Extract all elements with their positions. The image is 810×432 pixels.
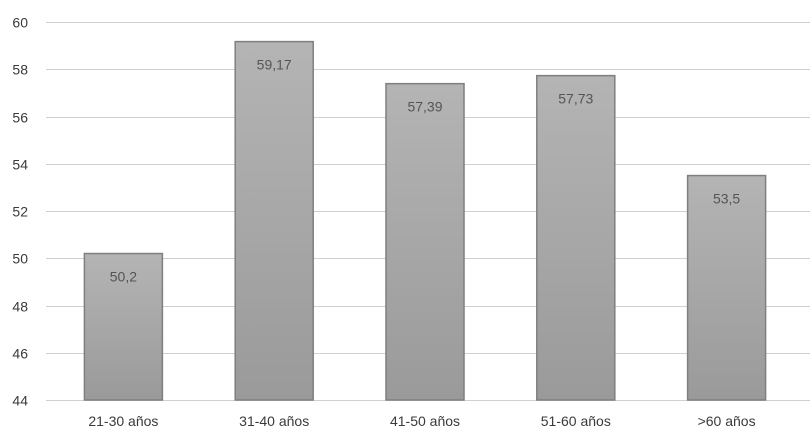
y-tick-label: 48 [12,299,28,315]
x-category-label-2: 41-50 años [390,413,460,429]
y-tick-label: 58 [12,62,28,78]
y-tick-label: 44 [12,393,28,409]
bars [83,40,767,401]
y-tick-label: 52 [12,204,28,220]
x-category-label-4: >60 años [698,413,756,429]
data-label-4: 53,5 [713,191,740,207]
data-label-0: 50,2 [110,269,137,285]
data-label-1: 59,17 [257,57,292,73]
data-labels: 50,2 59,17 57,39 57,73 53,5 [110,57,741,285]
bar-2 [385,82,465,401]
data-label-2: 57,39 [407,99,442,115]
y-axis-ticks: 44 46 48 50 52 54 56 58 60 [12,15,28,409]
x-category-label-1: 31-40 años [239,413,309,429]
y-tick-label: 46 [12,346,28,362]
bar-1 [234,40,314,401]
bar-0 [83,252,164,401]
bar-3 [536,74,616,401]
y-tick-label: 54 [12,157,28,173]
y-tick-label: 50 [12,251,28,267]
x-category-label-0: 21-30 años [88,413,158,429]
bar-4 [686,174,767,401]
y-tick-label: 60 [12,15,28,31]
x-axis-categories: 21-30 años 31-40 años 41-50 años 51-60 años… [88,413,755,429]
x-category-label-3: 51-60 años [541,413,611,429]
data-label-3: 57,73 [558,91,593,107]
y-tick-label: 56 [12,110,28,126]
